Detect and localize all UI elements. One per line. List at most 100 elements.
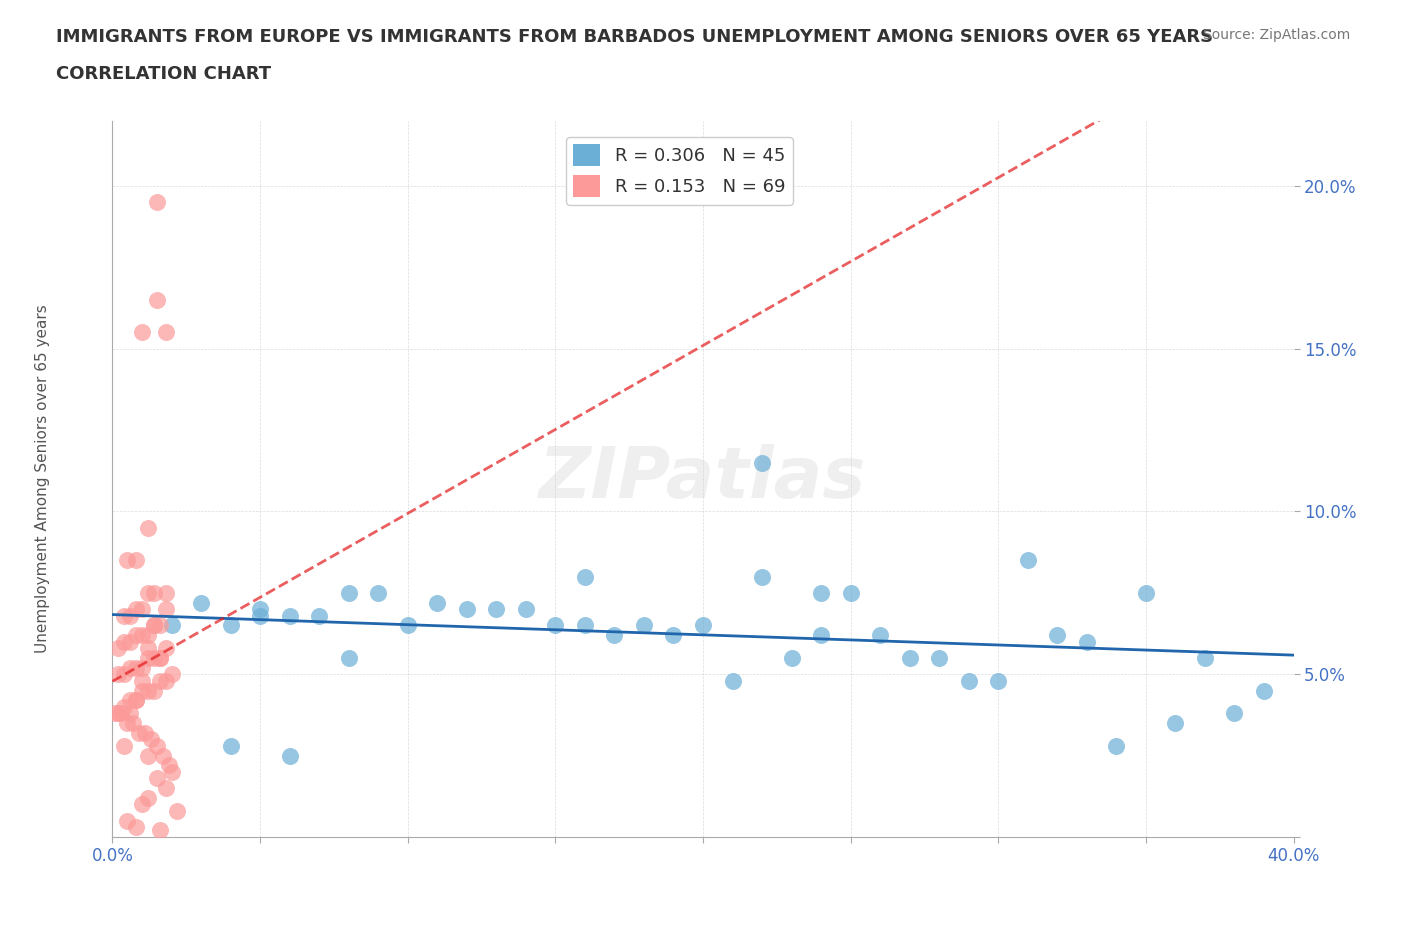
Point (160, 618, 183, 633)
Point (155, 602, 177, 617)
Text: ZIPatlas: ZIPatlas (540, 445, 866, 513)
Point (134, 725, 156, 740)
Point (810, 628, 832, 643)
Point (136, 683, 159, 698)
Point (633, 618, 655, 633)
Point (160, 764, 183, 779)
Point (125, 693, 148, 708)
Point (396, 618, 419, 633)
Text: CORRELATION CHART: CORRELATION CHART (56, 65, 271, 83)
Point (1046, 628, 1069, 643)
Point (155, 781, 177, 796)
Point (136, 641, 159, 656)
Point (112, 738, 135, 753)
Point (692, 618, 714, 633)
Point (1223, 706, 1246, 721)
Point (136, 748, 159, 763)
Point (131, 326, 153, 340)
Point (131, 602, 153, 617)
Point (117, 716, 138, 731)
Point (136, 651, 159, 666)
Point (146, 292, 169, 307)
Point (249, 608, 271, 623)
Point (136, 628, 159, 643)
Point (120, 608, 142, 623)
Point (117, 813, 138, 829)
Point (839, 586, 862, 601)
Point (131, 683, 153, 698)
Point (155, 586, 177, 601)
Point (112, 667, 135, 682)
Point (122, 716, 145, 731)
Point (107, 706, 129, 721)
Point (515, 602, 537, 617)
Point (751, 455, 773, 470)
Point (125, 602, 148, 617)
Point (125, 820, 148, 835)
Point (152, 748, 174, 763)
Point (104, 706, 127, 721)
Point (869, 628, 891, 643)
Point (367, 586, 389, 601)
Point (120, 706, 142, 721)
Y-axis label: Unemployment Among Seniors over 65 years: Unemployment Among Seniors over 65 years (35, 305, 51, 653)
Point (662, 628, 685, 643)
Point (142, 683, 165, 698)
Point (219, 618, 242, 633)
Point (136, 790, 159, 805)
Point (928, 651, 950, 666)
Point (603, 628, 626, 643)
Point (1076, 634, 1098, 649)
Point (1253, 683, 1275, 698)
Point (146, 771, 169, 786)
Point (149, 618, 172, 633)
Point (112, 608, 135, 623)
Point (751, 569, 773, 584)
Point (987, 673, 1010, 688)
Point (120, 693, 142, 708)
Point (125, 628, 148, 643)
Point (146, 738, 169, 753)
Point (112, 699, 135, 714)
Point (1135, 586, 1157, 601)
Point (131, 628, 153, 643)
Point (142, 586, 165, 601)
Point (149, 823, 172, 838)
Point (1164, 716, 1187, 731)
Point (149, 651, 172, 666)
Point (780, 651, 803, 666)
Legend: R = 0.306   N = 45, R = 0.153   N = 69: R = 0.306 N = 45, R = 0.153 N = 69 (567, 137, 793, 205)
Point (110, 706, 132, 721)
Point (107, 667, 129, 682)
Point (721, 673, 744, 688)
Point (107, 641, 129, 656)
Point (142, 618, 165, 633)
Point (149, 673, 172, 688)
Point (1017, 552, 1039, 567)
Point (139, 732, 162, 747)
Point (1105, 738, 1128, 753)
Point (278, 608, 301, 623)
Point (1194, 651, 1216, 666)
Point (249, 602, 271, 617)
Point (117, 552, 138, 567)
Point (146, 194, 169, 209)
Point (131, 673, 153, 688)
Point (544, 618, 567, 633)
Point (574, 618, 596, 633)
Point (308, 608, 330, 623)
Point (426, 595, 449, 610)
Text: IMMIGRANTS FROM EUROPE VS IMMIGRANTS FROM BARBADOS UNEMPLOYMENT AMONG SENIORS OV: IMMIGRANTS FROM EUROPE VS IMMIGRANTS FRO… (56, 28, 1213, 46)
Point (898, 651, 921, 666)
Point (160, 667, 183, 682)
Text: Source: ZipAtlas.com: Source: ZipAtlas.com (1202, 28, 1350, 42)
Point (125, 660, 148, 675)
Point (125, 693, 148, 708)
Point (190, 595, 212, 610)
Point (142, 618, 165, 633)
Point (957, 673, 980, 688)
Point (810, 586, 832, 601)
Point (456, 602, 478, 617)
Point (120, 660, 142, 675)
Point (131, 797, 153, 812)
